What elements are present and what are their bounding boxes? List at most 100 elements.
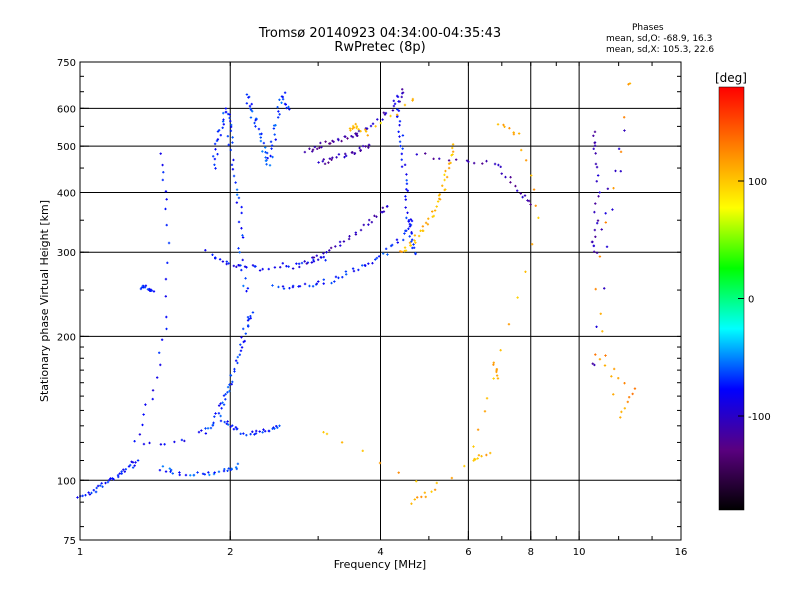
data-point — [288, 286, 291, 290]
data-point — [620, 410, 623, 414]
data-point — [384, 247, 388, 251]
colorbar-tick-label-0: 0 — [748, 295, 754, 306]
data-point — [499, 349, 502, 352]
data-point — [204, 248, 207, 252]
data-point — [357, 268, 360, 272]
data-point — [612, 367, 616, 371]
data-point — [285, 264, 288, 268]
data-point — [163, 443, 166, 446]
data-point — [430, 490, 433, 493]
data-point — [267, 429, 271, 433]
data-point — [338, 240, 342, 244]
data-point — [120, 470, 123, 473]
data-point — [594, 353, 597, 356]
data-point — [622, 116, 626, 119]
data-point — [122, 468, 125, 471]
data-point — [489, 451, 492, 455]
data-point — [432, 214, 436, 218]
data-point — [476, 457, 479, 460]
data-point — [245, 266, 248, 269]
data-point — [530, 174, 533, 177]
data-point — [377, 255, 381, 258]
data-point — [245, 433, 248, 437]
data-point — [139, 287, 143, 291]
data-point — [246, 324, 250, 327]
data-point — [262, 141, 266, 145]
data-point — [81, 494, 84, 498]
data-point — [237, 220, 241, 224]
data-point — [438, 157, 441, 160]
data-point — [92, 488, 95, 492]
data-point — [235, 193, 239, 196]
data-point — [184, 473, 188, 477]
data-point — [220, 407, 223, 410]
data-point — [381, 210, 384, 214]
data-point — [593, 144, 597, 147]
data-point — [219, 414, 222, 418]
data-point — [164, 190, 168, 193]
data-point — [308, 147, 311, 150]
data-point — [221, 260, 225, 263]
data-point — [395, 113, 399, 116]
data-point — [213, 142, 217, 146]
data-point — [503, 125, 506, 128]
data-point — [259, 136, 262, 139]
data-point — [400, 152, 404, 156]
data-point — [233, 370, 236, 373]
data-point — [364, 128, 367, 131]
data-point — [212, 421, 215, 425]
data-point — [183, 439, 186, 443]
data-point — [612, 186, 615, 190]
data-point — [598, 255, 602, 258]
x-tick-label-6: 6 — [465, 547, 471, 558]
data-point — [601, 330, 604, 333]
colorbar: [deg] 100 0 -100 — [715, 71, 771, 511]
data-point — [593, 228, 597, 232]
data-point — [211, 423, 215, 426]
data-point — [208, 473, 211, 477]
data-point — [322, 158, 325, 161]
data-point — [239, 349, 243, 353]
data-point — [278, 113, 281, 116]
data-point — [474, 458, 477, 461]
data-point — [614, 169, 617, 173]
data-point — [325, 432, 329, 436]
data-point — [161, 465, 165, 468]
data-point — [322, 278, 325, 281]
data-point — [413, 239, 416, 242]
data-point — [173, 440, 176, 444]
data-point — [272, 127, 276, 130]
data-point — [381, 118, 384, 121]
data-point — [441, 184, 444, 187]
data-point — [214, 148, 217, 151]
data-point — [382, 210, 386, 213]
data-point — [273, 266, 277, 269]
data-point — [223, 420, 226, 424]
data-point — [467, 160, 470, 163]
data-point — [435, 481, 438, 485]
data-point — [229, 119, 232, 123]
data-point — [271, 155, 274, 159]
data-point — [375, 256, 379, 260]
data-point — [253, 121, 256, 125]
data-point — [438, 193, 442, 196]
y-tick-label-200: 200 — [57, 332, 76, 343]
data-point — [201, 472, 205, 475]
data-point — [267, 267, 270, 271]
data-point — [604, 354, 607, 357]
data-point — [254, 118, 257, 122]
data-point — [134, 461, 137, 464]
data-point — [94, 490, 98, 494]
data-point — [454, 158, 458, 161]
data-point — [166, 261, 169, 265]
data-point — [401, 88, 404, 91]
data-point — [413, 234, 417, 237]
data-point — [159, 363, 162, 367]
data-point — [234, 181, 237, 184]
data-point — [410, 502, 413, 505]
data-point — [594, 202, 597, 205]
data-point — [527, 199, 531, 203]
data-point — [359, 228, 363, 232]
data-point — [605, 245, 609, 248]
data-point — [158, 468, 162, 472]
